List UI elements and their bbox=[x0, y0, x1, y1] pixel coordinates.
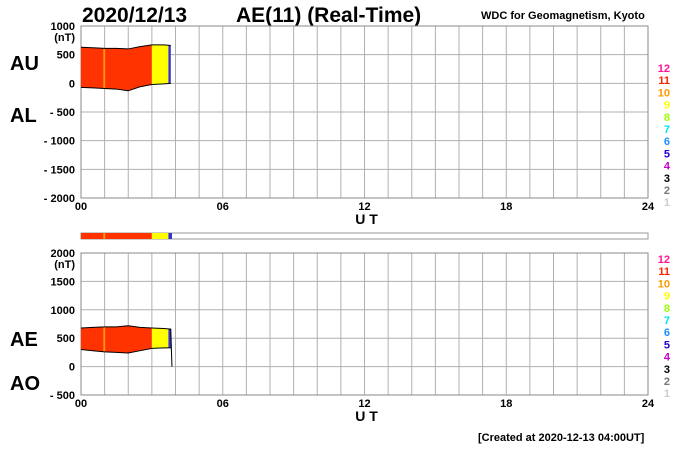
legend-level: 10 bbox=[658, 87, 670, 99]
legend-level: 7 bbox=[664, 124, 670, 136]
color-bands bbox=[81, 325, 172, 367]
legend-level: 11 bbox=[658, 75, 670, 87]
color-band bbox=[168, 44, 171, 91]
legend-level: 9 bbox=[664, 100, 670, 112]
color-bands bbox=[81, 44, 171, 91]
legend-level: 4 bbox=[664, 352, 671, 364]
station-strip-band bbox=[105, 233, 152, 239]
x-tick-label: 24 bbox=[642, 201, 655, 213]
y-tick-label: - 2000 bbox=[44, 193, 75, 205]
legend-level: 11 bbox=[658, 266, 670, 278]
series-label-ao: AO bbox=[10, 373, 40, 395]
color-band bbox=[168, 325, 172, 367]
color-band bbox=[103, 44, 106, 91]
legend-level: 3 bbox=[664, 173, 670, 185]
legend-level: 6 bbox=[664, 136, 670, 148]
legend-level: 12 bbox=[658, 254, 670, 266]
legend-level: 3 bbox=[664, 364, 670, 376]
station-strip-band bbox=[81, 233, 104, 239]
y-tick-label: 1000 bbox=[51, 21, 75, 33]
legend-level: 8 bbox=[664, 112, 670, 124]
legend-level: 5 bbox=[664, 339, 670, 351]
legend-level: 6 bbox=[664, 327, 670, 339]
x-tick-label: 12 bbox=[358, 201, 370, 213]
x-tick-label: 00 bbox=[75, 398, 87, 410]
x-tick-label: 18 bbox=[500, 201, 512, 213]
legend-level: 1 bbox=[664, 388, 670, 400]
x-tick-label: 12 bbox=[358, 398, 370, 410]
y-tick-label: 1000 bbox=[51, 305, 75, 317]
x-axis-label: U T bbox=[355, 211, 378, 227]
chart-date: 2020/12/13 bbox=[82, 4, 188, 27]
color-band bbox=[105, 44, 152, 91]
legend-level: 8 bbox=[664, 303, 670, 315]
plot-frame bbox=[80, 252, 649, 396]
station-strip-band bbox=[103, 233, 106, 239]
color-band bbox=[151, 44, 169, 91]
y-axis-unit: (nT) bbox=[54, 259, 75, 271]
series-line-al bbox=[80, 82, 171, 92]
legend-level: 2 bbox=[664, 185, 670, 197]
y-tick-label: 500 bbox=[57, 333, 75, 345]
y-tick-label: - 500 bbox=[50, 107, 75, 119]
color-band bbox=[81, 325, 104, 367]
station-strip-band bbox=[168, 233, 172, 239]
legend-level: 2 bbox=[664, 376, 670, 388]
x-tick-label: 18 bbox=[500, 398, 512, 410]
color-band bbox=[151, 325, 169, 367]
y-tick-label: 2000 bbox=[51, 248, 75, 260]
legend-level: 5 bbox=[664, 148, 670, 160]
color-band bbox=[81, 44, 104, 91]
y-tick-label: - 500 bbox=[50, 390, 75, 402]
legend-level: 10 bbox=[658, 278, 670, 290]
series-line-ao bbox=[80, 347, 171, 354]
legend-level: 4 bbox=[664, 161, 671, 173]
series-label-al: AL bbox=[10, 105, 37, 127]
x-axis-label: U T bbox=[355, 408, 378, 424]
y-axis-unit: (nT) bbox=[54, 32, 75, 44]
organization-label: WDC for Geomagnetism, Kyoto bbox=[481, 10, 645, 22]
legend-level: 1 bbox=[664, 197, 670, 209]
series-label-au: AU bbox=[10, 53, 39, 75]
y-tick-label: 0 bbox=[69, 78, 75, 90]
y-tick-label: 0 bbox=[69, 362, 75, 374]
legend-level: 7 bbox=[664, 315, 670, 327]
x-tick-label: 06 bbox=[217, 201, 229, 213]
color-band bbox=[103, 325, 106, 367]
y-tick-label: - 1000 bbox=[44, 136, 75, 148]
legend-level: 12 bbox=[658, 63, 670, 75]
series-line-ae bbox=[80, 325, 173, 367]
station-strip-band bbox=[151, 233, 169, 239]
series-label-ae: AE bbox=[10, 329, 38, 351]
plot-frame bbox=[80, 25, 649, 199]
y-tick-label: 500 bbox=[57, 50, 75, 62]
y-tick-label: 1500 bbox=[51, 276, 75, 288]
legend-level: 9 bbox=[664, 291, 670, 303]
x-tick-label: 24 bbox=[642, 398, 655, 410]
created-timestamp: [Created at 2020-12-13 04:00UT] bbox=[478, 432, 645, 444]
series-line-au bbox=[80, 44, 171, 50]
y-tick-label: - 1500 bbox=[44, 164, 75, 176]
x-tick-label: 00 bbox=[75, 201, 87, 213]
x-tick-label: 06 bbox=[217, 398, 229, 410]
chart-title: AE(11) (Real-Time) bbox=[236, 4, 422, 27]
